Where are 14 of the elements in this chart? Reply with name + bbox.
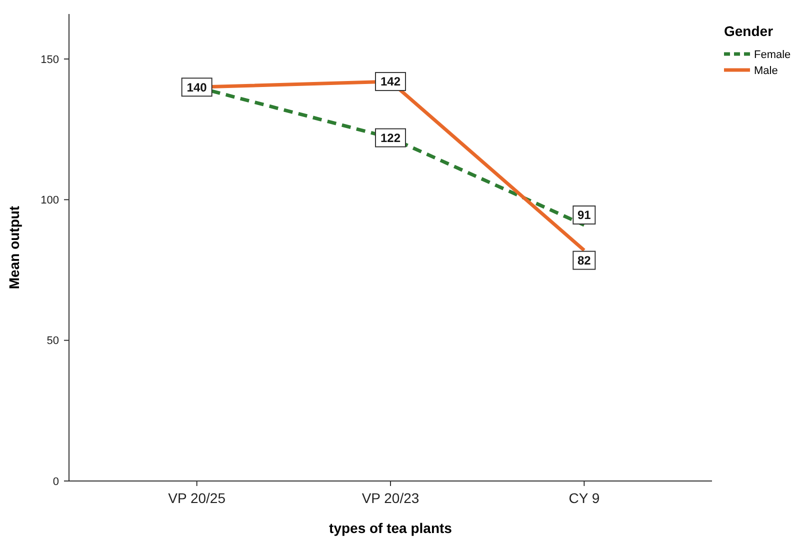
- y-tick-label: 150: [40, 54, 59, 66]
- x-tick-label: CY 9: [568, 490, 600, 506]
- y-tick-label: 0: [52, 476, 59, 488]
- data-label: 91: [577, 208, 592, 222]
- x-axis-title: types of tea plants: [329, 520, 452, 536]
- data-label: 82: [577, 254, 592, 268]
- x-tick-label: VP 20/23: [362, 490, 420, 506]
- legend-label: Female: [754, 48, 791, 61]
- y-tick-label: 50: [46, 335, 59, 348]
- x-tick-label: VP 20/25: [168, 490, 226, 506]
- y-axis-title: Mean output: [6, 206, 22, 290]
- legend-title: Gender: [724, 23, 774, 39]
- legend-label: Male: [754, 64, 778, 77]
- y-tick-label: 100: [40, 194, 59, 207]
